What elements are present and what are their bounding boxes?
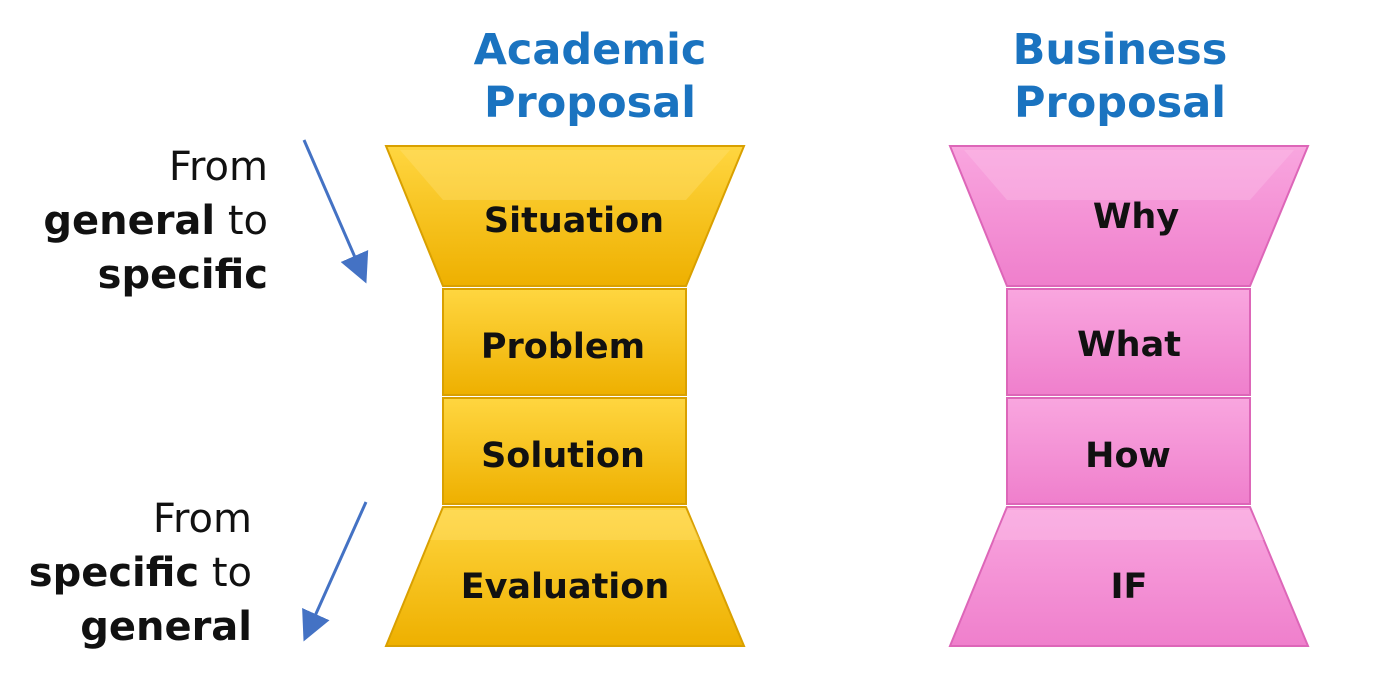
business-label-why: Why <box>1093 197 1180 237</box>
note-bottom-line3: general <box>0 600 252 654</box>
note-specific-to-general: From specific to general <box>0 492 252 654</box>
note-top-to: to <box>215 198 268 244</box>
academic-label-problem: Problem <box>481 327 645 367</box>
note-bottom-bold1: specific <box>28 550 200 596</box>
academic-stack: Situation Problem Solution Evaluation <box>384 145 746 647</box>
academic-segment-problem <box>442 288 687 396</box>
academic-label-situation: Situation <box>484 201 664 241</box>
academic-segment-evaluation <box>384 506 746 647</box>
business-title-line2: Proposal <box>1014 78 1226 128</box>
note-top-bold2: specific <box>97 252 268 298</box>
arrow-down-left <box>302 501 368 642</box>
academic-label-solution: Solution <box>481 436 645 476</box>
note-top-line2: general to <box>0 194 268 248</box>
academic-segment-evaluation-bevel <box>430 510 700 540</box>
note-top-line3: specific <box>0 248 268 302</box>
academic-title-line1: Academic <box>473 25 707 75</box>
academic-segment-situation-bevel <box>400 150 730 200</box>
business-segment-what <box>1006 288 1251 396</box>
business-label-if: IF <box>1111 567 1148 607</box>
note-bottom-bold2: general <box>80 604 252 650</box>
business-segment-how <box>1006 397 1251 505</box>
business-proposal-title: Business Proposal <box>960 24 1280 130</box>
note-top-line1: From <box>168 144 268 190</box>
note-bottom-line1: From <box>152 496 252 542</box>
note-bottom-to: to <box>199 550 252 596</box>
note-top-bold1: general <box>43 198 216 244</box>
business-label-how: How <box>1085 436 1171 476</box>
business-segment-if <box>948 506 1310 647</box>
business-title-line1: Business <box>1012 25 1228 75</box>
note-bottom-line2: specific to <box>0 546 252 600</box>
business-segment-why <box>948 145 1310 287</box>
academic-segment-solution <box>442 397 687 505</box>
business-segment-why-bevel <box>964 150 1294 200</box>
academic-title-line2: Proposal <box>484 78 696 128</box>
arrow-down-right <box>302 139 369 284</box>
note-general-to-specific: From general to specific <box>0 140 268 302</box>
business-label-what: What <box>1077 325 1181 365</box>
academic-proposal-title: Academic Proposal <box>430 24 750 130</box>
business-segment-if-bevel <box>994 510 1264 540</box>
academic-label-evaluation: Evaluation <box>461 567 670 607</box>
business-stack: Why What How IF <box>948 145 1310 647</box>
academic-segment-situation <box>384 145 746 287</box>
